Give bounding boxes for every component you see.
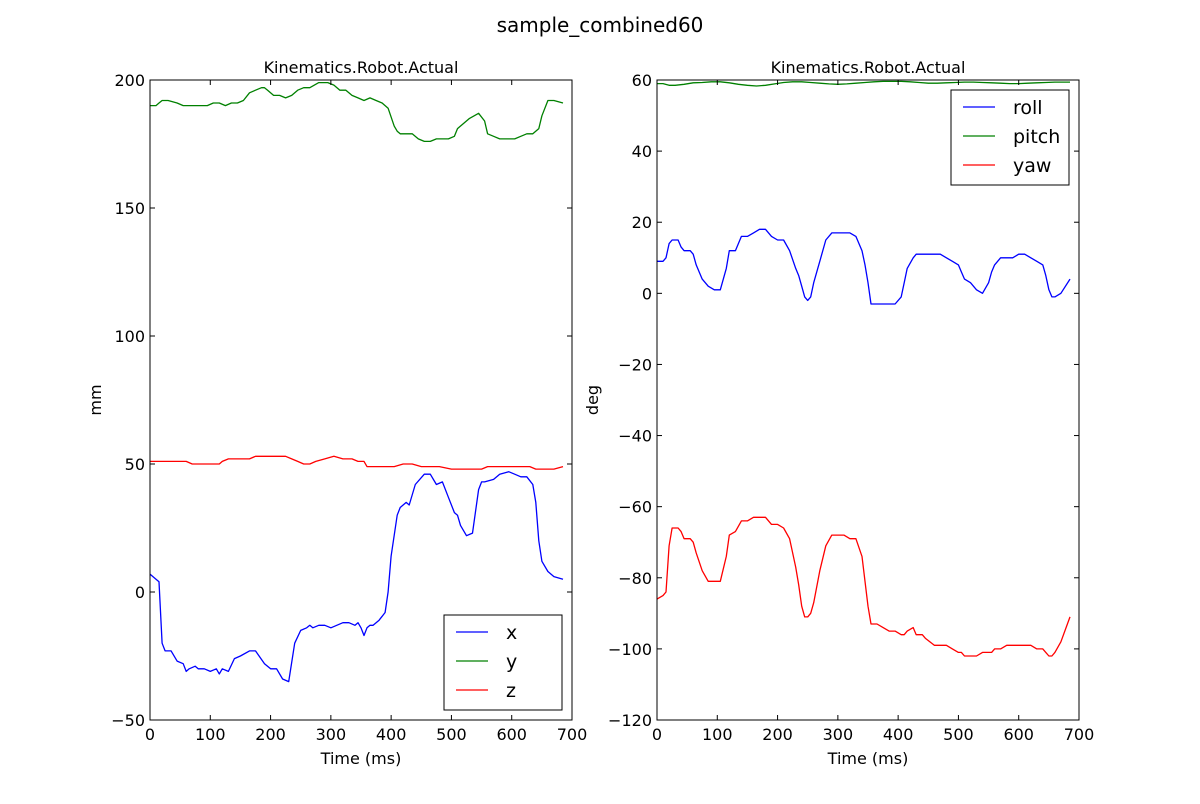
legend-label-roll: roll <box>1013 97 1043 119</box>
figure-suptitle: sample_combined60 <box>497 13 704 37</box>
legend-label-yaw: yaw <box>1013 155 1051 177</box>
x-tick-label: 200 <box>762 725 793 744</box>
legend-box <box>950 89 1070 186</box>
legend-label-y: y <box>506 651 517 673</box>
y-axis-label: deg <box>583 385 602 415</box>
legend: xyz <box>443 614 563 711</box>
y-tick-label: −100 <box>608 640 652 659</box>
y-axis-label: mm <box>86 384 105 415</box>
x-tick-label: 400 <box>376 725 407 744</box>
y-tick-label: 150 <box>114 199 145 218</box>
y-tick-label: 200 <box>114 71 145 90</box>
legend-label-pitch: pitch <box>1013 126 1060 148</box>
x-tick-label: 200 <box>255 725 286 744</box>
x-tick-label: 100 <box>702 725 733 744</box>
x-tick-label: 700 <box>557 725 588 744</box>
x-axis-label: Time (ms) <box>827 749 909 768</box>
series-layer <box>656 80 1071 657</box>
y-tick-label: −20 <box>618 355 652 374</box>
x-tick-label: 0 <box>145 725 155 744</box>
legend-label-x: x <box>506 622 517 644</box>
y-tick-label: 60 <box>632 71 652 90</box>
x-tick-label: 300 <box>823 725 854 744</box>
series-line-roll <box>657 228 1071 305</box>
legend: roll pitch yaw <box>950 89 1070 186</box>
x-tick-label: 600 <box>1003 725 1034 744</box>
x-tick-label: 700 <box>1064 725 1095 744</box>
y-tick-label: −40 <box>618 427 652 446</box>
panel-orientation: Kinematics.Robot.Actual 0 100 200 300 400 500… <box>583 58 1094 768</box>
series-line-x <box>149 471 564 683</box>
panel-title: Kinematics.Robot.Actual <box>264 58 459 77</box>
plot-frame <box>656 79 1080 721</box>
series-layer <box>149 81 564 683</box>
panel-position: Kinematics.Robot.Actual 0 100 200 300 400 500… <box>86 58 587 768</box>
y-tick-label: 40 <box>632 142 652 161</box>
y-tick-label: 50 <box>125 455 145 474</box>
y-tick-label: 20 <box>632 213 652 232</box>
legend-box <box>443 614 563 711</box>
plot-frame <box>149 79 573 721</box>
y-tick-label: −80 <box>618 569 652 588</box>
series-line-y <box>150 81 564 143</box>
y-tick-label: −60 <box>618 498 652 517</box>
x-tick-label: 400 <box>883 725 914 744</box>
x-tick-label: 100 <box>195 725 226 744</box>
ticks-layer: 0 100 200 300 400 500 600 700−120−100−80−60−40−… <box>608 71 1094 744</box>
x-axis-label: Time (ms) <box>320 749 402 768</box>
series-line-yaw <box>656 516 1071 657</box>
x-tick-label: 500 <box>943 725 974 744</box>
x-tick-label: 0 <box>652 725 662 744</box>
x-tick-label: 500 <box>436 725 467 744</box>
x-tick-label: 600 <box>496 725 527 744</box>
series-line-pitch <box>657 80 1070 87</box>
panel-title: Kinematics.Robot.Actual <box>771 58 966 77</box>
y-tick-label: 0 <box>135 583 145 602</box>
legend-label-z: z <box>506 680 516 702</box>
series-line-z <box>150 455 564 470</box>
y-tick-label: 100 <box>114 327 145 346</box>
y-tick-label: 0 <box>642 284 652 303</box>
y-tick-label: −50 <box>111 711 145 730</box>
x-tick-label: 300 <box>316 725 347 744</box>
y-tick-label: −120 <box>608 711 652 730</box>
